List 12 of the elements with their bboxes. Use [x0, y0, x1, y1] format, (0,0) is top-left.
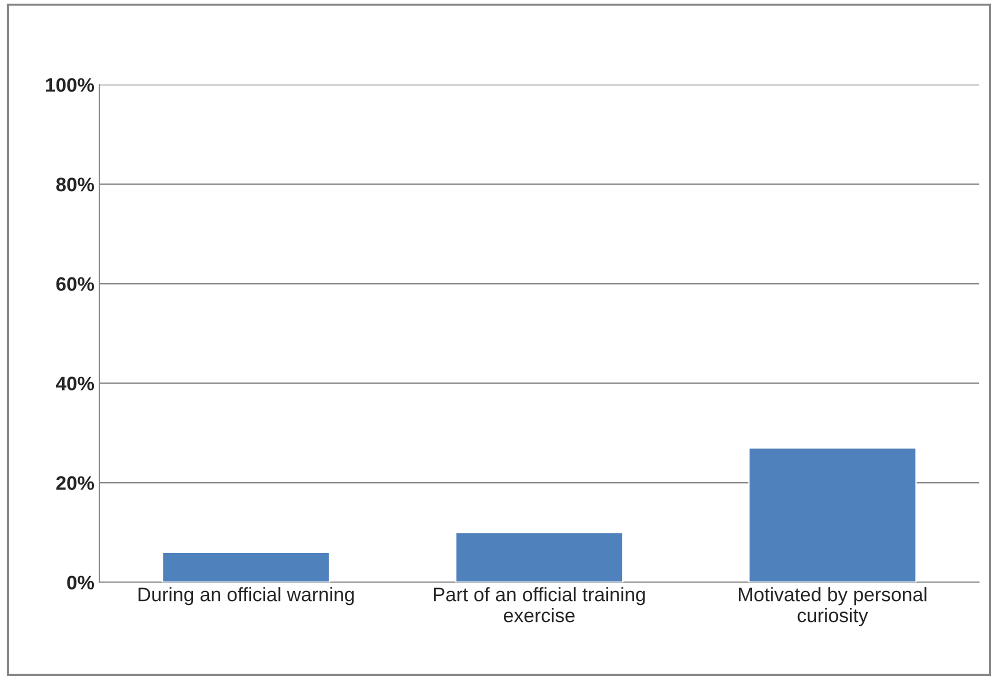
y-tick-label: 100% — [46, 78, 94, 92]
bar — [748, 447, 917, 582]
x-tick-label: Part of an official training exercise — [434, 587, 645, 622]
bar — [162, 552, 330, 582]
y-tick-label: 60% — [56, 277, 94, 291]
y-tick-label: 20% — [56, 476, 94, 490]
y-tick-label: 0% — [67, 576, 94, 590]
bar — [454, 532, 624, 582]
x-tick-label: During an official warning — [138, 587, 354, 606]
x-tick-label: Motivated by personal curiosity — [738, 587, 926, 626]
y-tick-label: 80% — [56, 178, 94, 192]
y-tick-label: 40% — [56, 376, 94, 390]
